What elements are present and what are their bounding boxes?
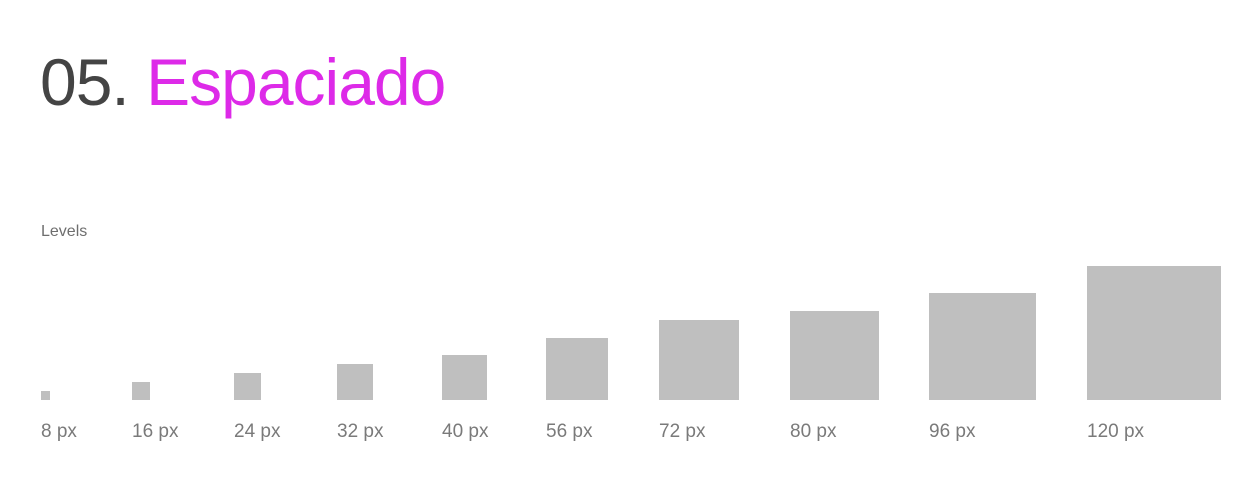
spacing-label-96: 96 px bbox=[929, 421, 976, 442]
spacing-label-16: 16 px bbox=[132, 421, 179, 442]
spacing-square-80 bbox=[790, 311, 879, 400]
spacing-square-72 bbox=[659, 320, 739, 400]
spacing-label-8: 8 px bbox=[41, 421, 77, 442]
spacing-label-40: 40 px bbox=[442, 421, 489, 442]
spacing-label-72: 72 px bbox=[659, 421, 706, 442]
levels-label: Levels bbox=[41, 223, 88, 240]
spacing-square-96 bbox=[929, 293, 1036, 400]
spacing-label-120: 120 px bbox=[1087, 421, 1145, 442]
page-title: 05. Espaciado bbox=[40, 42, 446, 122]
spacing-square-120 bbox=[1087, 266, 1221, 400]
section-title: Espaciado bbox=[146, 45, 446, 119]
spacing-label-80: 80 px bbox=[790, 421, 837, 442]
spacing-square-8 bbox=[41, 391, 50, 400]
spacing-label-32: 32 px bbox=[337, 421, 384, 442]
spacing-square-56 bbox=[546, 338, 608, 400]
spacing-square-24 bbox=[234, 373, 261, 400]
spacing-label-56: 56 px bbox=[546, 421, 593, 442]
spacing-label-24: 24 px bbox=[234, 421, 281, 442]
spacing-square-16 bbox=[132, 382, 150, 400]
section-number: 05. bbox=[40, 45, 130, 119]
spacing-square-40 bbox=[442, 355, 487, 400]
spacing-square-32 bbox=[337, 364, 373, 400]
